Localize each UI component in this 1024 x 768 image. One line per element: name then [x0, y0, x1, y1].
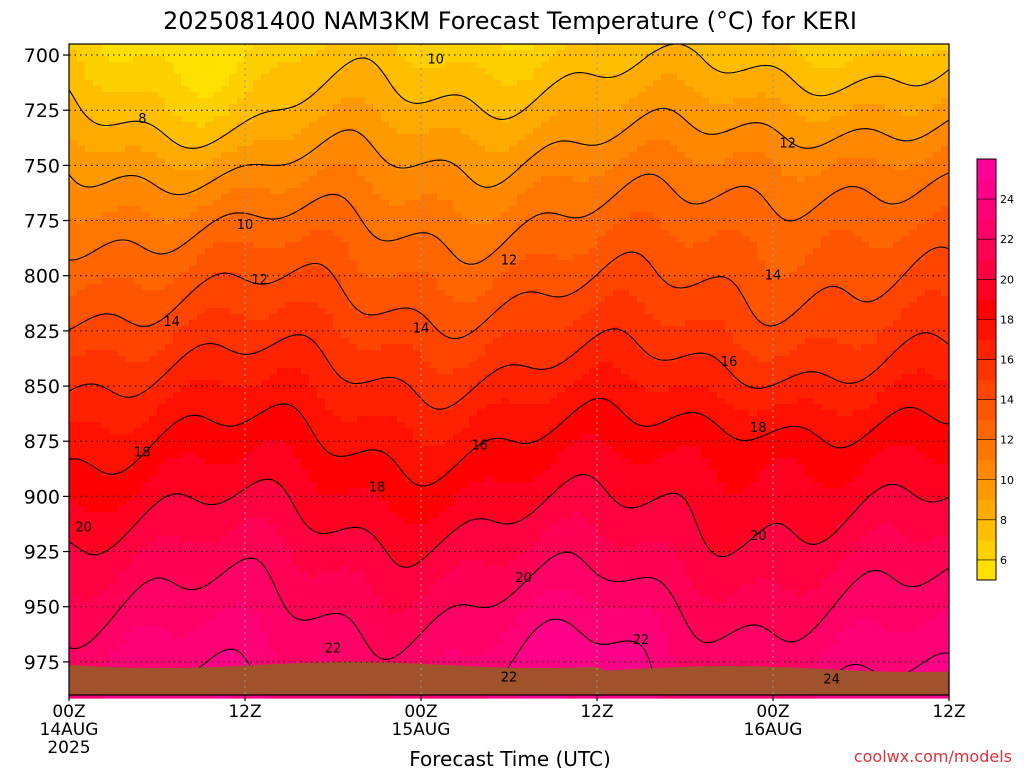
colorbar-swatch — [977, 379, 996, 401]
y-tick-label: 900 — [24, 486, 60, 508]
x-tick-label: 00Z — [404, 702, 437, 722]
y-tick-label: 750 — [24, 155, 60, 177]
isotherm-label: 20 — [750, 529, 767, 544]
colorbar-label: 6 — [1000, 554, 1007, 567]
isotherm-label: 10 — [427, 52, 444, 67]
y-tick-label: 700 — [24, 45, 60, 67]
colorbar-swatch — [977, 559, 996, 581]
isotherm-label: 20 — [515, 571, 532, 586]
colorbar-label: 20 — [1000, 273, 1014, 286]
colorbar-label: 22 — [1000, 233, 1014, 246]
colorbar-swatch — [977, 539, 996, 561]
colorbar-label: 12 — [1000, 434, 1014, 447]
isotherm-label: 12 — [501, 253, 518, 268]
colorbar-swatch — [977, 219, 996, 240]
x-tick-label: 12Z — [580, 702, 613, 722]
colorbar-label: 16 — [1000, 353, 1014, 366]
y-tick-label: 925 — [24, 542, 60, 564]
terrain-ground — [69, 662, 949, 695]
temperature-fill-bands — [69, 44, 950, 699]
colorbar-swatch — [977, 479, 996, 501]
isotherm-line — [68, 474, 950, 568]
isotherm-line — [68, 246, 950, 340]
isotherm-line — [68, 551, 950, 660]
isotherm-line — [68, 43, 950, 149]
isotherm-label: 18 — [134, 445, 151, 460]
x-date-label: 15AUG — [392, 720, 451, 740]
colorbar-swatch — [977, 319, 996, 340]
colorbar-swatch — [977, 339, 996, 360]
isotherm-line — [68, 172, 950, 265]
colorbar-swatch — [977, 459, 996, 481]
isotherm-line — [68, 328, 950, 410]
isotherm-line — [68, 107, 950, 196]
x-tick-label: 12Z — [932, 702, 965, 722]
colorbar-swatch — [977, 359, 996, 381]
isotherm-label: 18 — [369, 481, 386, 496]
isotherm-label: 20 — [75, 520, 92, 535]
colorbar-swatch — [977, 419, 996, 441]
isotherm-label: 22 — [633, 633, 650, 648]
isotherm-label: 16 — [721, 355, 738, 370]
isotherm-label: 12 — [251, 273, 268, 288]
isotherm-line — [68, 397, 950, 487]
colorbar-swatch — [977, 439, 996, 461]
colorbar-legend: 6 8 10 12 14 16 18 20 22 24 — [976, 158, 1014, 581]
colorbar-swatch — [977, 279, 996, 300]
isotherm-label: 22 — [325, 642, 342, 657]
isotherm-label: 14 — [163, 315, 180, 330]
y-tick-label: 950 — [24, 597, 60, 619]
isotherm-label: 8 — [138, 112, 146, 127]
x-year-label: 2025 — [47, 738, 90, 758]
colorbar-label: 10 — [1000, 474, 1014, 487]
watermark-text: coolwx.com/models — [854, 747, 1012, 766]
y-tick-label: 800 — [24, 266, 60, 288]
colorbar-swatch — [977, 299, 996, 320]
x-axis-label: Forecast Time (UTC) — [409, 747, 611, 768]
isotherm-label: 14 — [413, 322, 430, 337]
colorbar-swatch — [977, 259, 996, 280]
y-tick-label: 850 — [24, 376, 60, 398]
isotherm-label: 12 — [779, 136, 796, 151]
isotherm-labels: 8 10 10 12 12 12 14 14 14 16 16 18 18 18 20 20 20 22 22 22 2… — [75, 52, 840, 687]
y-tick-label: 725 — [24, 100, 60, 122]
colorbar-swatch — [977, 519, 996, 541]
y-tick-label: 975 — [24, 652, 60, 674]
colorbar-swatch — [977, 239, 996, 260]
x-date-label: 14AUG — [40, 720, 99, 740]
colorbar-swatch — [977, 179, 996, 200]
isotherm-label: 22 — [501, 670, 518, 685]
colorbar-label: 8 — [1000, 514, 1007, 527]
colorbar-frame — [976, 158, 997, 581]
x-tick-label: 12Z — [228, 702, 261, 722]
isotherm-label: 24 — [823, 673, 840, 688]
y-tick-label: 775 — [24, 211, 60, 233]
colorbar-swatch — [977, 499, 996, 521]
y-tick-label: 875 — [24, 431, 60, 453]
x-tick-label: 00Z — [756, 702, 789, 722]
x-date-label: 16AUG — [744, 720, 803, 740]
isotherm-label: 10 — [237, 218, 254, 233]
colorbar-swatch — [977, 159, 996, 180]
isotherm-label: 14 — [765, 269, 782, 284]
y-tick-label: 825 — [24, 321, 60, 343]
colorbar-label: 24 — [1000, 193, 1014, 206]
chart-title: 2025081400 NAM3KM Forecast Temperature (… — [163, 7, 857, 35]
isotherm-label: 16 — [471, 439, 488, 454]
y-axis: 700 725 750 775 800 825 850 875 900 925 950 975 — [24, 45, 69, 674]
isotherm-label: 18 — [750, 421, 767, 436]
colorbar-label: 18 — [1000, 313, 1014, 326]
x-tick-label: 00Z — [52, 702, 85, 722]
colorbar-swatch — [977, 199, 996, 220]
colorbar-swatch — [977, 399, 996, 421]
plot-frame — [68, 43, 950, 696]
colorbar-label: 14 — [1000, 394, 1014, 407]
